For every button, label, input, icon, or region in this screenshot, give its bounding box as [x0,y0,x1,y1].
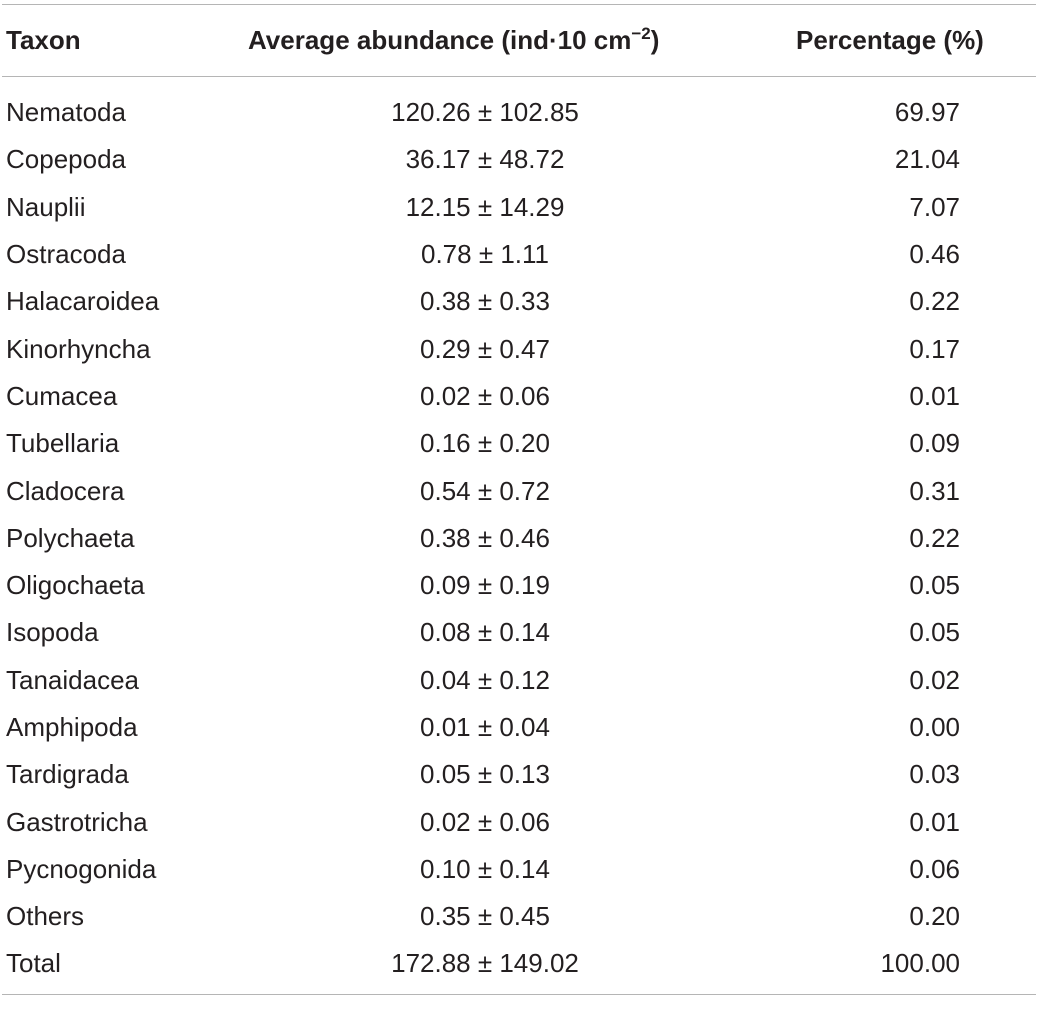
table-row: Ostracoda 0.78 ± 1.11 0.46 [2,231,1036,278]
cell-taxon: Nematoda [6,97,126,128]
cell-taxon: Others [6,901,85,932]
cell-percentage: 0.20 [909,901,960,932]
cell-percentage: 7.07 [909,191,960,222]
header-abundance-exponent: −2 [631,24,651,43]
cell-taxon: Oligochaeta [6,570,145,601]
cell-percentage: 0.06 [909,853,960,884]
table-row: Cladocera 0.54 ± 0.72 0.31 [2,467,1036,514]
cell-percentage: 0.17 [909,333,960,364]
cell-average-abundance: 0.78 ± 1.11 [421,239,549,270]
cell-taxon: Ostracoda [6,239,126,270]
table-row: Oligochaeta 0.09 ± 0.19 0.05 [2,562,1036,609]
cell-average-abundance: 0.54 ± 0.72 [420,475,550,506]
table-row: Total 172.88 ± 149.02 100.00 [2,940,1036,987]
table-body: Nematoda 120.26 ± 102.85 69.97 Copepoda 36.1… [2,77,1036,994]
table-top-rule [2,4,1036,5]
header-average-abundance: Average abundance (ind·10 cm−2) [248,25,728,56]
cell-average-abundance: 0.09 ± 0.19 [420,570,550,601]
cell-average-abundance: 0.02 ± 0.06 [420,806,550,837]
table-row: Others 0.35 ± 0.45 0.20 [2,893,1036,940]
table-row: Pycnogonida 0.10 ± 0.14 0.06 [2,846,1036,893]
cell-percentage: 0.03 [909,759,960,790]
cell-percentage: 0.05 [909,570,960,601]
cell-average-abundance: 0.38 ± 0.33 [420,286,550,317]
cell-average-abundance: 0.01 ± 0.04 [420,712,550,742]
cell-average-abundance: 172.88 ± 149.02 [391,948,579,979]
cell-taxon: Polychaeta [6,522,135,553]
cell-percentage: 0.09 [909,428,960,459]
cell-percentage: 0.31 [909,475,960,506]
table-row: Gastrotricha 0.02 ± 0.06 0.01 [2,798,1036,845]
cell-percentage: 0.02 [909,664,960,695]
cell-taxon: Tubellaria [6,428,120,459]
cell-average-abundance: 36.17 ± 48.72 [405,144,565,175]
cell-taxon: Halacaroidea [6,286,160,317]
cell-average-abundance: 0.02 ± 0.06 [420,380,550,411]
table-header-rule [2,76,1036,77]
cell-taxon: Pycnogonida [6,853,157,884]
table-row: Copepoda 36.17 ± 48.72 21.04 [2,136,1036,183]
cell-average-abundance: 0.04 ± 0.12 [420,664,550,695]
table-header-row: Taxon Average abundance (ind·10 cm−2) Pe… [2,5,1036,76]
cell-average-abundance: 120.26 ± 102.85 [391,97,579,128]
cell-percentage: 0.01 [909,806,960,837]
cell-average-abundance: 0.35 ± 0.45 [420,901,550,932]
cell-taxon: Copepoda [6,144,126,175]
cell-percentage: 0.01 [909,380,960,411]
cell-average-abundance: 0.29 ± 0.47 [420,333,550,364]
header-abundance-close: ) [650,25,660,55]
table-row: Nauplii 12.15 ± 14.29 7.07 [2,184,1036,231]
table-row: Kinorhyncha 0.29 ± 0.47 0.17 [2,325,1036,372]
cell-taxon: Kinorhyncha [6,333,151,364]
cell-percentage: 0.05 [909,617,960,648]
table-row: Nematoda 120.26 ± 102.85 69.97 [2,89,1036,136]
cell-average-abundance: 0.05 ± 0.13 [420,759,550,790]
cell-percentage: 100.00 [880,948,960,979]
table-row: Cumacea 0.02 ± 0.06 0.01 [2,373,1036,420]
cell-taxon: Gastrotricha [6,806,148,837]
cell-average-abundance: 0.08 ± 0.14 [420,617,550,648]
cell-taxon: Tardigrada [6,759,129,790]
cell-percentage: 0.22 [909,522,960,553]
cell-taxon: Cumacea [6,380,118,411]
header-abundance-text: Average abundance (ind·10 cm [248,25,632,55]
abundance-table: Taxon Average abundance (ind·10 cm−2) Pe… [2,4,1036,995]
table-row: Isopoda 0.08 ± 0.14 0.05 [2,609,1036,656]
table-row: Tardigrada 0.05 ± 0.13 0.03 [2,751,1036,798]
cell-taxon: Cladocera [6,475,125,506]
cell-average-abundance: 12.15 ± 14.29 [405,191,565,222]
cell-average-abundance: 0.10 ± 0.14 [420,853,550,884]
table-row: Amphipoda 0.01 ± 0.04 0.00 [2,704,1036,751]
cell-average-abundance: 0.38 ± 0.46 [420,522,550,553]
cell-percentage: 0.00 [909,712,960,742]
table-bottom-rule [2,993,1036,995]
cell-percentage: 21.04 [894,144,960,175]
cell-taxon: Total [6,948,61,979]
cell-taxon: Tanaidacea [6,664,139,695]
cell-percentage: 0.22 [909,286,960,317]
cell-taxon: Amphipoda [6,712,138,742]
table-row: Tubellaria 0.16 ± 0.20 0.09 [2,420,1036,467]
table-row: Tanaidacea 0.04 ± 0.12 0.02 [2,657,1036,704]
cell-percentage: 0.46 [909,239,960,270]
cell-percentage: 69.97 [894,97,960,128]
header-percentage: Percentage (%) [796,25,984,55]
cell-taxon: Nauplii [6,191,86,222]
table-row: Halacaroidea 0.38 ± 0.33 0.22 [2,278,1036,325]
table-row: Polychaeta 0.38 ± 0.46 0.22 [2,515,1036,562]
cell-taxon: Isopoda [6,617,99,648]
header-taxon: Taxon [6,25,81,55]
cell-average-abundance: 0.16 ± 0.20 [420,428,550,459]
